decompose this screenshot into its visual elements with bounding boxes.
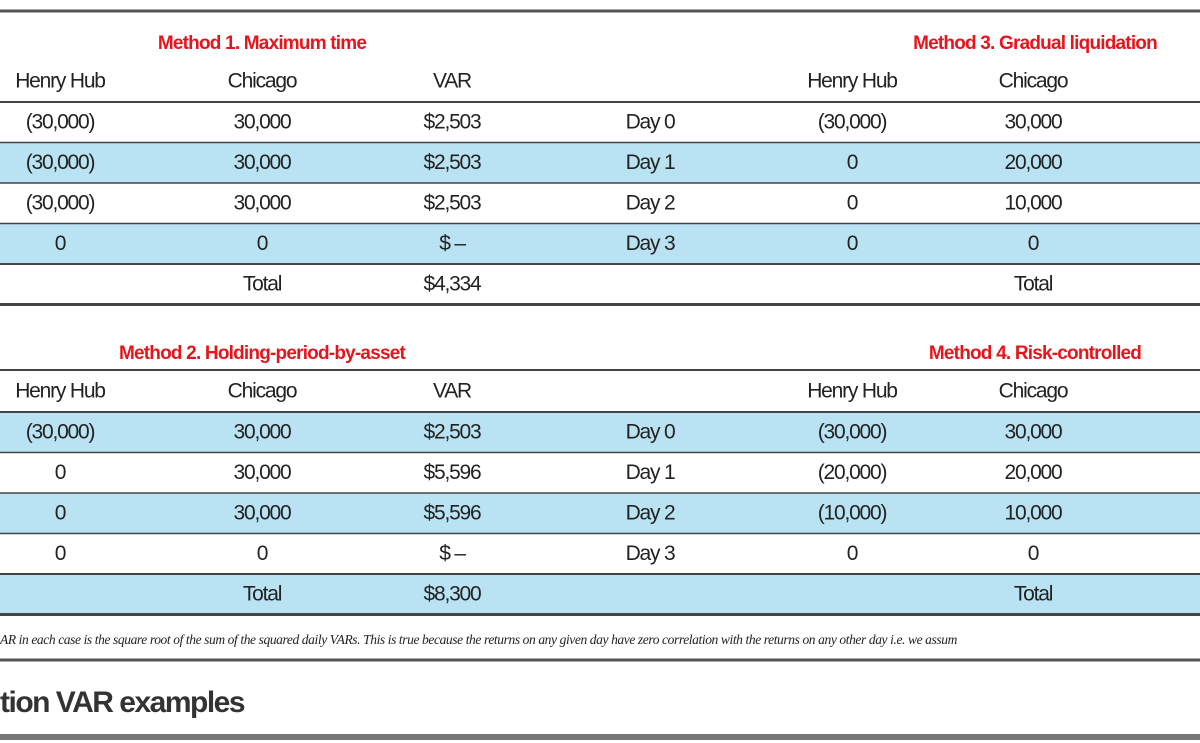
column-header: VAR [433,380,472,403]
cell: 0 [1028,232,1039,255]
footnote: AR in each case is the square root of th… [0,632,958,647]
cell: $5,596 [423,461,481,484]
cell: $5,596 [423,502,481,525]
total-label: Total [1014,583,1053,606]
cell: $ – [439,542,466,565]
method-title: Method 3. Gradual liquidation [913,33,1157,54]
cell: 0 [847,542,858,565]
cell: Day 2 [626,192,675,215]
cell: (10,000) [818,502,887,525]
shaded-row [0,142,1200,183]
cell: 0 [55,232,66,255]
column-header: Henry Hub [807,70,897,93]
cell: 0 [847,151,858,174]
cell: 0 [55,502,66,525]
cell: Day 3 [626,542,675,565]
cell: 0 [55,542,66,565]
column-header: Henry Hub [807,380,897,403]
shaded-row [0,412,1200,453]
cell: $2,503 [423,421,481,444]
total-label: Total [243,273,282,296]
method-title: Method 2. Holding-period-by-asset [119,343,407,364]
column-header: Chicago [228,70,297,93]
cell: $2,503 [423,151,481,174]
cell: (30,000) [818,421,887,444]
cell: 0 [257,232,268,255]
caption: tion VAR examples [0,686,245,719]
cell: $2,503 [423,111,481,134]
column-header: Chicago [228,380,297,403]
cell: $2,503 [423,192,481,215]
total-value: $8,300 [423,583,481,606]
total-label: Total [243,583,282,606]
cell: 30,000 [233,421,291,444]
cell: Day 2 [626,502,675,525]
cell: 20,000 [1004,461,1062,484]
cell: 20,000 [1004,151,1062,174]
cell: 10,000 [1004,502,1062,525]
cell: 30,000 [1004,421,1062,444]
cell: Day 0 [626,111,675,134]
cell: 0 [55,461,66,484]
total-label: Total [1014,273,1053,296]
shaded-row [0,493,1200,534]
cell: 0 [257,542,268,565]
cell: (20,000) [818,461,887,484]
tables: Method 1. Maximum time Method 3. Gradual … [0,33,1200,616]
cell: $ – [439,232,466,255]
cell: 10,000 [1004,192,1062,215]
cell: (30,000) [26,151,95,174]
cell: 30,000 [1004,111,1062,134]
cell: (30,000) [26,111,95,134]
cell: (30,000) [26,421,95,444]
cell: 30,000 [233,151,291,174]
cell: (30,000) [26,192,95,215]
column-header: VAR [433,70,472,93]
column-header: Chicago [999,380,1068,403]
cell: 0 [847,192,858,215]
cell: 30,000 [233,461,291,484]
cell: Day 0 [626,421,675,444]
cell: Day 1 [626,151,675,174]
cell: (30,000) [818,111,887,134]
method-title: Method 1. Maximum time [158,33,367,54]
cell: 30,000 [233,111,291,134]
column-header: Chicago [999,70,1068,93]
shaded-row [0,223,1200,264]
cell: Day 1 [626,461,675,484]
cell: 30,000 [233,502,291,525]
cell: 30,000 [233,192,291,215]
cell: 0 [1028,542,1039,565]
total-value: $4,334 [423,273,482,296]
cell: Day 3 [626,232,675,255]
column-header: Henry Hub [15,380,105,403]
shaded-row [0,574,1200,615]
column-header: Henry Hub [15,70,105,93]
method-title: Method 4. Risk-controlled [929,343,1141,364]
cell: 0 [847,232,858,255]
